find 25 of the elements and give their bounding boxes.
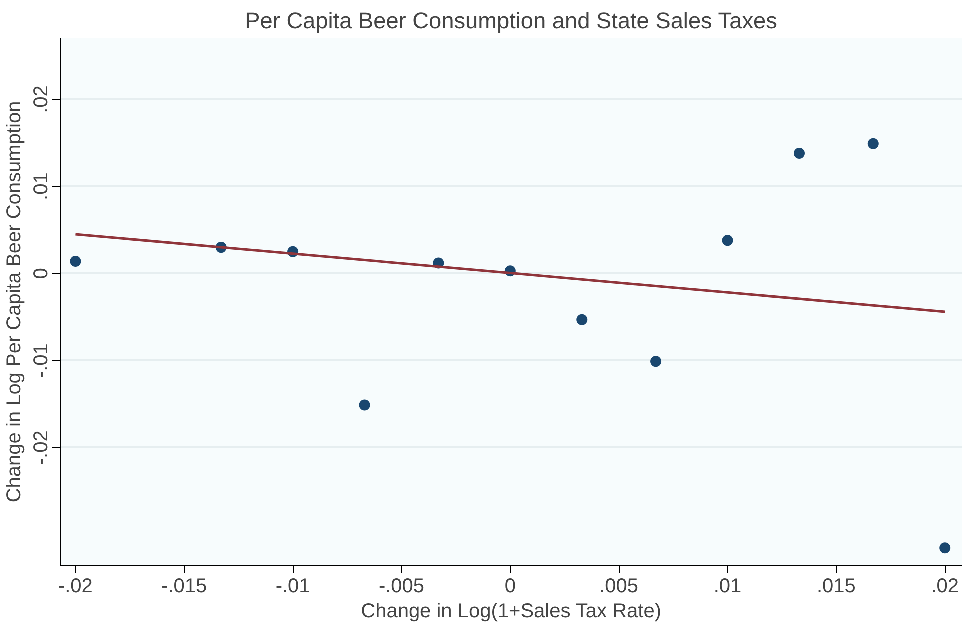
point xyxy=(868,138,879,150)
point xyxy=(722,235,734,246)
y-tick-label: -.01 xyxy=(30,344,52,378)
x-axis-title: Change in Log(1+Sales Tax Rate) xyxy=(361,600,662,622)
chart-title: Per Capita Beer Consumption and State Sales Taxes xyxy=(245,8,778,34)
point xyxy=(70,256,82,267)
x-tick-label: -.02 xyxy=(58,576,93,598)
x-tick-label: .005 xyxy=(600,576,639,598)
x-tick-label: .02 xyxy=(931,576,960,598)
x-tick-label: -.005 xyxy=(378,576,425,598)
point xyxy=(359,400,370,411)
x-tick-label: 0 xyxy=(504,576,516,598)
y-axis-title: Change in Log Per Capita Beer Consumption xyxy=(4,101,26,503)
y-tick-label: .01 xyxy=(30,172,52,200)
y-tick-label: .02 xyxy=(30,86,52,114)
x-tick-label: -.01 xyxy=(276,576,310,598)
x-tick-label: .015 xyxy=(816,576,856,598)
point xyxy=(794,148,805,159)
point xyxy=(650,356,662,368)
point xyxy=(940,542,951,554)
x-tick-label: .01 xyxy=(714,576,742,598)
y-tick-label: 0 xyxy=(30,268,52,280)
x-tick-label: -.015 xyxy=(162,576,208,598)
y-tick-label: -.02 xyxy=(30,430,52,466)
point xyxy=(576,314,588,326)
